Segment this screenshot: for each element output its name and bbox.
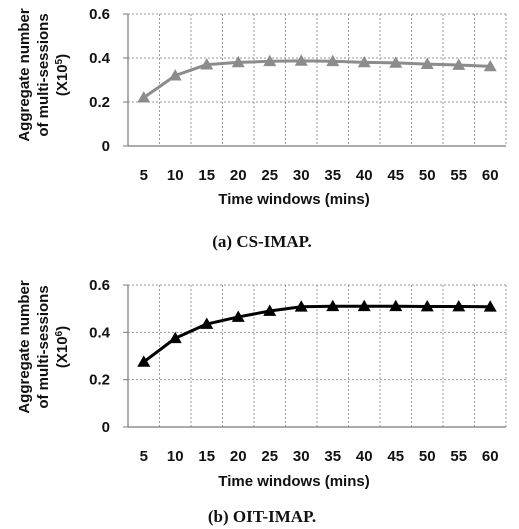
chart-a-ylabel-line2: of multi-sessions (35, 13, 52, 136)
chart-b-ylabel-exponent: 6 (54, 330, 65, 336)
chart-b-xtick-label: 35 (324, 448, 341, 465)
chart-a-ytick-label: 0.2 (89, 94, 110, 111)
chart-a-data-point (389, 56, 403, 68)
chart-a-data-point (168, 69, 182, 81)
chart-b-caption: (b) OIT-IMAP. (208, 507, 316, 526)
chart-a-ytick-label: 0.4 (89, 50, 111, 67)
chart-a-data-point (483, 59, 497, 72)
chart-b-xtick-label: 55 (450, 448, 467, 465)
chart-b-data-point (137, 355, 151, 367)
chart-b-xtick-label: 60 (482, 448, 499, 465)
chart-b-ylabel: Aggregate number of multi-sessions (X106… (16, 280, 71, 414)
chart-b-data-point (263, 304, 277, 316)
chart-a-data-point (294, 54, 308, 66)
chart-a-xtick-label: 25 (261, 167, 278, 184)
chart-a-ylabel-exponent: 5 (54, 58, 65, 64)
chart-b-ylabel-unit: (X106) (54, 326, 72, 368)
chart-b-data-point (168, 331, 182, 344)
chart-a-data-point (200, 58, 214, 70)
chart-a-ytick-label: 0.6 (89, 6, 110, 23)
chart-a-data-point (452, 58, 466, 70)
chart-b-svg: Aggregate number of multi-sessions (X106… (16, 277, 507, 526)
chart-a-plot: 0 0.2 0.4 0.6 5 10 15 20 25 30 35 40 45 50 55 60 (89, 6, 507, 184)
chart-b-ytick-label: 0.4 (89, 324, 111, 341)
chart-b-data-point (483, 300, 497, 312)
chart-a-caption: (a) CS-IMAP. (212, 232, 311, 251)
chart-b-ytick-label: 0.2 (89, 372, 110, 389)
chart-a-data-point (263, 54, 277, 67)
chart-a-xtick-label: 10 (167, 167, 184, 184)
chart-a-xtick-label: 15 (198, 167, 215, 184)
chart-b-data-point (294, 300, 308, 312)
chart-a-ylabel-unit-base: (X10 (54, 64, 71, 96)
chart-b-ylabel-unit-close: ) (54, 326, 71, 331)
chart-a-ylabel-line1: Aggregate number (16, 8, 33, 142)
chart-a-ylabel-unit-close: ) (54, 54, 71, 59)
chart-a-ytick-label: 0 (102, 138, 110, 155)
chart-a-series-line (142, 59, 491, 99)
chart-b-ylabel-unit-base: (X10 (54, 336, 71, 368)
chart-b-xtick-label: 25 (261, 448, 278, 465)
chart-a-xtick-label: 30 (293, 167, 310, 184)
chart-a-xtick-label: 20 (230, 167, 247, 184)
chart-a-data-point (137, 91, 151, 103)
chart-a-svg: Aggregate number of multi-sessions (X105… (16, 6, 507, 251)
chart-b-xtick-label: 5 (140, 448, 148, 465)
chart-a-xtick-label: 5 (140, 167, 148, 184)
chart-b-xtick-label: 50 (419, 448, 436, 465)
chart-b-data-point (231, 310, 245, 322)
chart-a-data-point (326, 54, 340, 67)
chart-b-xtick-label: 10 (167, 448, 184, 465)
chart-b-data-point (326, 299, 340, 312)
chart-b-data-point (452, 300, 466, 312)
chart-a-xtick-label: 35 (324, 167, 341, 184)
chart-b-data-point (389, 299, 403, 312)
chart-a-xtick-label: 50 (419, 167, 436, 184)
chart-a-xlabel: Time windows (mins) (218, 191, 369, 208)
chart-b-data-point (420, 300, 434, 312)
chart-b-xtick-label: 30 (293, 448, 310, 465)
chart-b-ytick-label: 0 (102, 419, 110, 436)
chart-b-ytick-label: 0.6 (89, 277, 110, 294)
chart-a-ylabel: Aggregate number of multi-sessions (X105… (16, 8, 71, 142)
chart-a-xtick-label: 45 (387, 167, 404, 184)
chart-b-xtick-label: 15 (198, 448, 215, 465)
chart-b-plot: 0 0.2 0.4 0.6 5 10 15 20 25 30 35 40 45 50 55 60 (89, 277, 507, 465)
chart-b-ylabel-line1: Aggregate number (16, 280, 33, 414)
chart-a-ylabel-unit: (X105) (54, 54, 72, 96)
chart-b: Aggregate number of multi-sessions (X106… (0, 264, 519, 529)
chart-b-data-point (200, 317, 214, 329)
chart-a-data-point (357, 55, 371, 68)
chart-a-xtick-label: 40 (356, 167, 373, 184)
chart-a-xtick-label: 60 (482, 167, 499, 184)
chart-b-xtick-label: 40 (356, 448, 373, 465)
chart-b-xlabel: Time windows (mins) (218, 473, 369, 490)
chart-a-data-point (231, 55, 245, 68)
chart-b-xtick-label: 45 (387, 448, 404, 465)
chart-a-xtick-label: 55 (450, 167, 467, 184)
chart-a: Aggregate number of multi-sessions (X105… (16, 6, 507, 251)
chart-b-series-line (142, 304, 491, 364)
chart-b-ylabel-line2: of multi-sessions (35, 285, 52, 408)
chart-a-data-point (420, 57, 434, 70)
chart-b-data-point (357, 299, 371, 312)
chart-b-xtick-label: 20 (230, 448, 247, 465)
